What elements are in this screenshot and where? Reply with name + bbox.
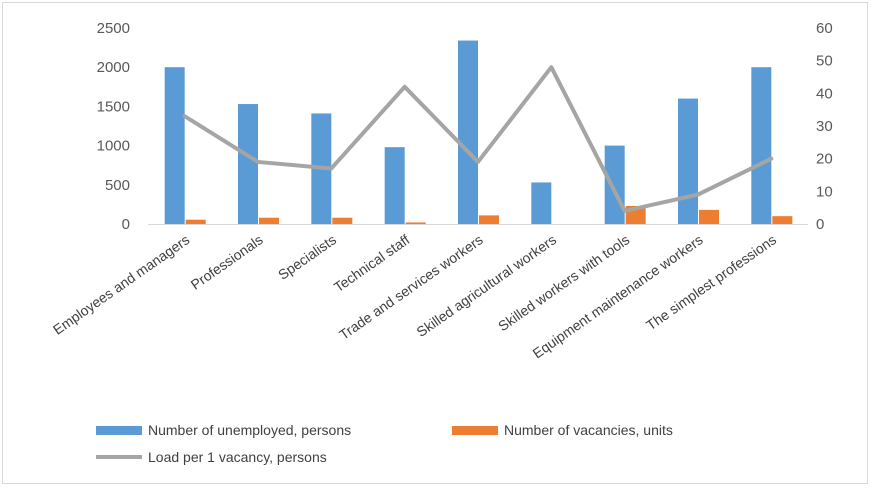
bar-unemployed: [164, 67, 185, 224]
y-tick-label: 500: [105, 177, 130, 194]
legend-item-load: Load per 1 vacancy, persons: [96, 449, 327, 465]
legend-swatch-unemployed: [96, 425, 142, 435]
bar-unemployed: [604, 145, 625, 224]
legend-label-vacancies: Number of vacancies, units: [504, 422, 673, 438]
x-category-label: The simplest professions: [643, 231, 779, 333]
y2-tick-label: 50: [816, 53, 833, 70]
y-tick-label: 2500: [97, 20, 130, 37]
bar-unemployed: [458, 40, 478, 224]
y2-tick-label: 30: [816, 118, 833, 135]
x-category-label: Trade and services workers: [336, 231, 486, 342]
bar-unemployed: [238, 104, 258, 224]
bar-vacancies: [772, 216, 793, 224]
x-category-label: Skilled workers with tools: [495, 231, 632, 334]
x-category-label: Skilled agricultural workers: [413, 231, 559, 340]
bar-unemployed: [384, 147, 405, 224]
bar-vacancies: [405, 222, 426, 224]
bar-vacancies: [259, 217, 279, 224]
legend-label-unemployed: Number of unemployed, persons: [148, 422, 352, 438]
bar-vacancies: [332, 217, 353, 224]
y2-tick-label: 10: [816, 183, 833, 200]
x-category-label: Specialists: [275, 231, 339, 282]
bar-vacancies: [479, 215, 499, 224]
y-tick-label: 1500: [97, 98, 130, 115]
x-category-label: Employees and managers: [50, 231, 192, 337]
y-tick-label: 1000: [97, 138, 130, 155]
legend-swatch-load: [96, 455, 142, 459]
legend-item-vacancies: Number of vacancies, units: [452, 422, 673, 438]
y2-tick-label: 40: [816, 85, 833, 102]
legend-label-load: Load per 1 vacancy, persons: [148, 449, 327, 465]
bar-unemployed: [678, 98, 698, 224]
y-tick-label: 2000: [97, 59, 130, 76]
legend-swatch-vacancies: [452, 425, 498, 435]
y2-tick-label: 60: [816, 20, 833, 37]
y2-tick-label: 20: [816, 151, 833, 168]
bar-unemployed: [751, 67, 772, 224]
bar-vacancies: [185, 219, 206, 224]
bar-vacancies: [699, 209, 719, 224]
y-tick-label: 0: [122, 216, 130, 233]
legend-item-unemployed: Number of unemployed, persons: [96, 422, 351, 438]
y2-tick-label: 0: [816, 216, 824, 233]
bar-unemployed: [531, 182, 552, 224]
x-category-label: Professionals: [188, 231, 266, 292]
